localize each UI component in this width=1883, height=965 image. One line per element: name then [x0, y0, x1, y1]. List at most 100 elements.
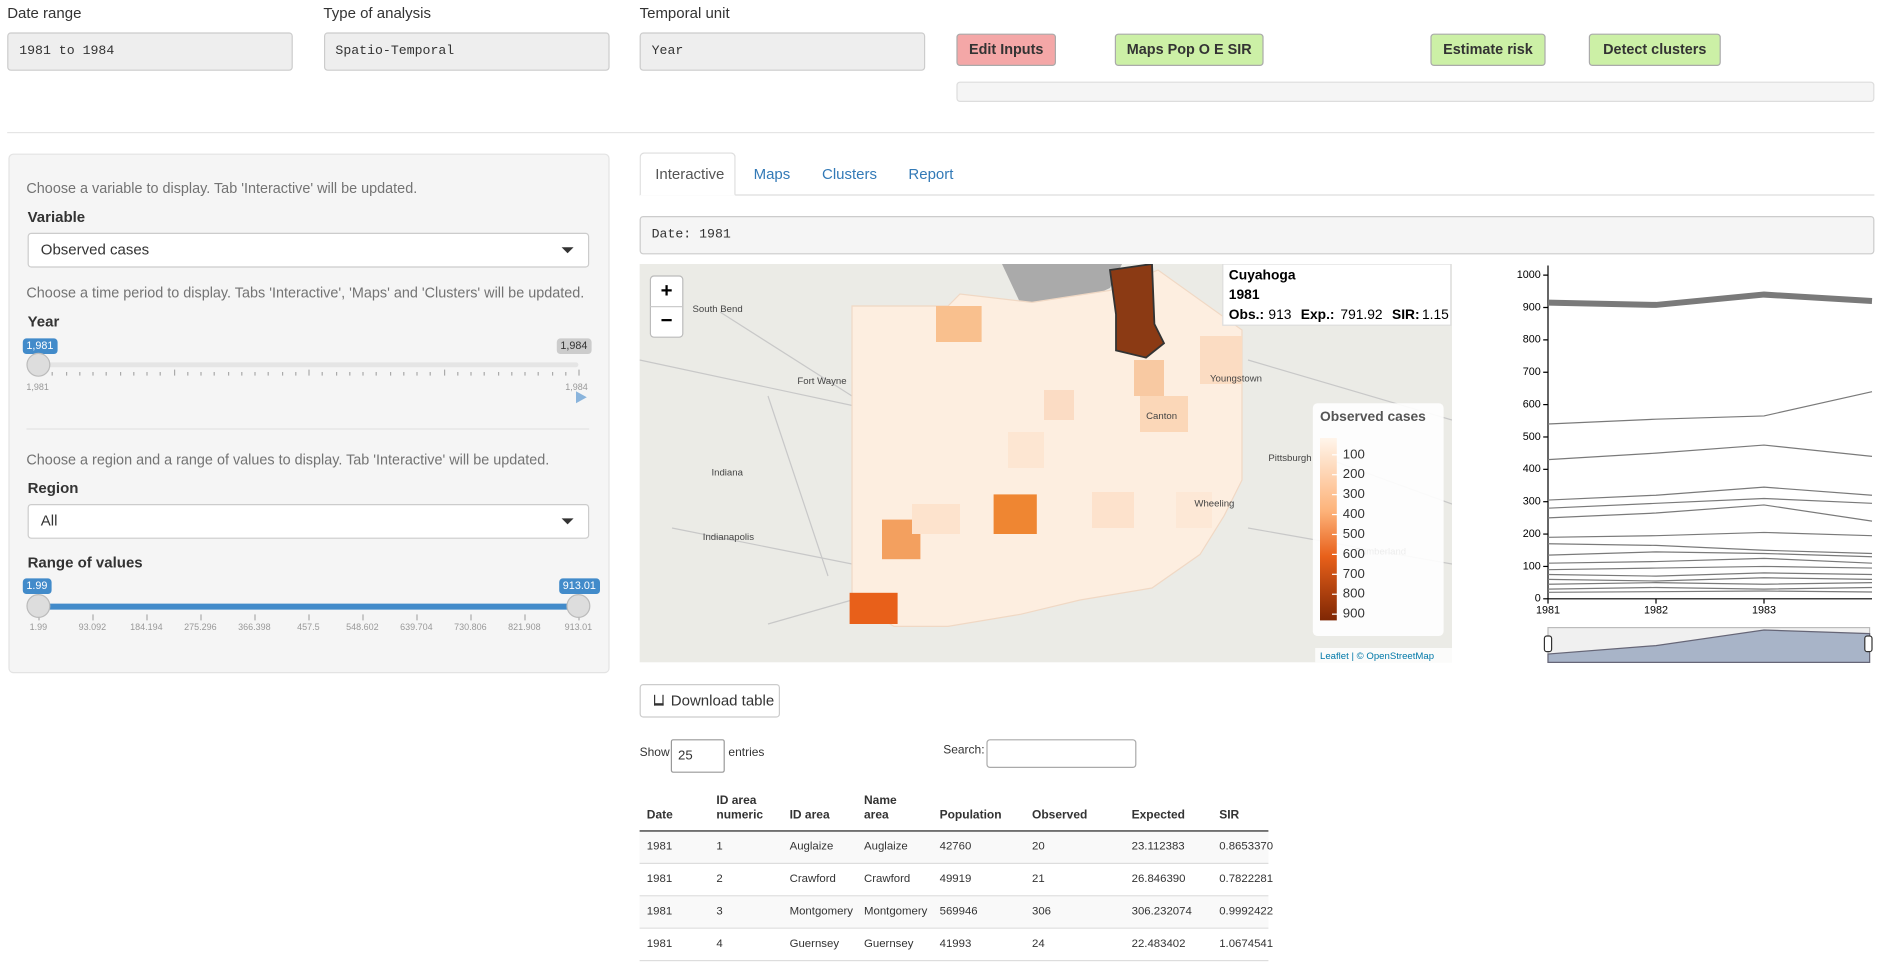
table-cell: 26.846390 — [1131, 872, 1186, 886]
map: South Bend Fort Wayne Indiana Indianapolis P… — [639, 264, 1452, 663]
table-cell: Guernsey — [789, 937, 840, 951]
tick-label: 639.704 — [400, 621, 433, 633]
road — [767, 395, 829, 577]
divider — [7, 132, 1875, 134]
column-header[interactable]: Observed — [1032, 808, 1088, 823]
legend-label: 900 — [1343, 606, 1365, 621]
road — [639, 359, 865, 409]
region-select[interactable]: All — [27, 504, 590, 539]
slider-tick — [92, 614, 94, 621]
tooltip-obs: 913 — [1268, 307, 1291, 322]
action-button[interactable]: Edit Inputs — [956, 33, 1056, 66]
county — [1044, 390, 1074, 421]
series-line — [1547, 590, 1873, 593]
y-tick-label: 0 — [1535, 593, 1541, 605]
series-line — [1547, 577, 1873, 582]
tick-label: 93.092 — [78, 621, 107, 633]
divider — [26, 428, 590, 430]
table-cell: Crawford — [789, 872, 836, 886]
field-input[interactable]: Spatio-Temporal — [323, 32, 609, 71]
slider-tick — [362, 372, 364, 376]
search-input[interactable] — [986, 739, 1137, 768]
column-header[interactable]: SIR — [1219, 808, 1240, 823]
legend-label: 800 — [1343, 586, 1365, 601]
tick-label: 913.01 — [564, 621, 593, 633]
series-line — [1547, 586, 1873, 590]
slider-handle[interactable] — [26, 352, 51, 377]
action-button[interactable]: Estimate risk — [1430, 33, 1546, 66]
tab[interactable]: Maps — [753, 165, 791, 183]
field-input[interactable]: Year — [639, 32, 926, 71]
action-button[interactable]: Detect clusters — [1588, 33, 1721, 66]
tab[interactable]: Interactive — [655, 165, 725, 183]
y-tick-label: 800 — [1523, 334, 1541, 346]
zoom-in[interactable]: + — [661, 280, 673, 302]
play-button[interactable] — [576, 391, 587, 404]
county — [993, 494, 1037, 534]
legend-box — [1312, 403, 1444, 636]
column-header[interactable]: Population — [939, 808, 1002, 823]
tab[interactable]: Clusters — [822, 165, 878, 183]
table-cell: Auglaize — [864, 840, 908, 854]
tooltip-name: Cuyahoga — [1229, 268, 1296, 283]
column-header[interactable]: Name area — [864, 794, 897, 823]
tick-label: 1.99 — [29, 621, 48, 633]
series-line — [1547, 291, 1873, 308]
table-cell: 306.232074 — [1131, 904, 1192, 919]
column-header[interactable]: Expected — [1131, 808, 1185, 823]
tick-label: 548.602 — [346, 621, 379, 633]
active-tab — [639, 152, 736, 196]
series-line — [1547, 486, 1873, 501]
column-header[interactable]: ID area numeric — [716, 794, 764, 823]
y-tick-label: 500 — [1523, 431, 1541, 443]
field-input[interactable]: 1981 to 1984 — [7, 32, 293, 71]
y-tick-label: 900 — [1523, 301, 1541, 313]
table-cell: Guernsey — [864, 937, 914, 951]
series-line — [1547, 557, 1873, 564]
county — [849, 592, 898, 624]
slider-tick — [429, 372, 432, 376]
legend-scale — [1320, 438, 1337, 621]
slider-tick — [254, 614, 256, 621]
slider-tick — [119, 372, 121, 376]
help-text: Choose a time period to display. Tabs 'I… — [26, 284, 585, 302]
table-cell: 1981 — [646, 840, 673, 854]
slider-tick — [240, 372, 243, 376]
tooltip-date: 1981 — [1229, 287, 1260, 302]
table-cell: Montgomery — [864, 904, 928, 919]
action-button[interactable]: Maps Pop O E SIR — [1114, 33, 1264, 66]
column-header[interactable]: ID area — [789, 808, 830, 823]
table-cell: 4 — [716, 937, 723, 951]
county — [1092, 492, 1134, 528]
road — [719, 311, 853, 397]
table-cell: 1981 — [646, 872, 673, 886]
time-series-chart: 0 100 200 300 400 500 600 700 800 900 1000 1981 1982… — [1517, 265, 1873, 664]
dropdown-caret — [561, 247, 574, 254]
column-header[interactable]: Date — [646, 808, 673, 823]
tick-label: 366.398 — [238, 621, 271, 633]
slider-tick — [132, 372, 135, 376]
tooltip-exp-label: Exp.: — [1301, 307, 1335, 322]
county — [1200, 336, 1242, 384]
show-label: Show — [639, 746, 670, 760]
legend-label: 600 — [1343, 546, 1365, 561]
tab[interactable]: Report — [908, 165, 954, 183]
slider-handle[interactable] — [566, 594, 591, 618]
range-handle — [1864, 635, 1873, 653]
attribution-box — [1315, 648, 1452, 663]
variable-select[interactable]: Observed cases — [27, 232, 590, 268]
help-text: Choose a region and a range of values to… — [26, 451, 550, 469]
table-cell: Crawford — [864, 872, 911, 886]
search-label: Search: — [943, 744, 985, 758]
slider-handle[interactable] — [26, 594, 51, 618]
zoom-out[interactable]: − — [661, 310, 673, 332]
x-tick-label: 1983 — [1752, 605, 1776, 617]
entries-select[interactable]: 25 — [670, 739, 725, 773]
slider-tick — [308, 369, 310, 376]
help-text: Choose a variable to display. Tab 'Inter… — [26, 180, 418, 197]
state-shape — [851, 269, 1243, 628]
badge: 1,984 — [556, 338, 592, 354]
table-cell: 0.9992422 — [1219, 904, 1274, 919]
place-label: Canton — [1146, 411, 1177, 422]
slider-tick — [186, 372, 189, 376]
